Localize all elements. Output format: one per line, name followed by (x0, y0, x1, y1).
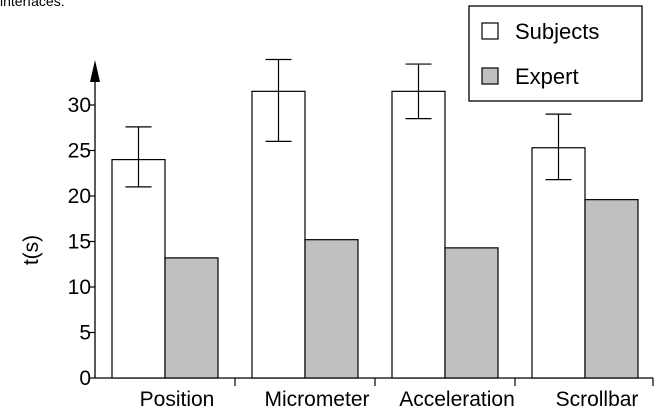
legend-swatch-subjects (481, 22, 499, 40)
y-tick-label: 25 (68, 140, 91, 163)
bar-subjects (251, 90, 306, 379)
legend-swatch-expert (481, 67, 499, 85)
bar-expert (584, 199, 639, 379)
caption-fragment: interfaces. (0, 0, 65, 8)
error-bars (125, 58, 572, 188)
bars (111, 90, 639, 379)
legend-label-expert: Expert (515, 64, 579, 89)
bar-expert (164, 257, 219, 379)
y-tick-label: 20 (68, 185, 91, 208)
category-label: Acceleration (399, 388, 515, 411)
legend-box (468, 5, 643, 102)
y-tick-label: 30 (68, 94, 91, 117)
category-label: Position (140, 388, 215, 411)
bar-expert (304, 239, 359, 379)
category-labels: Position Micrometer Acceleration Scrollbar (140, 388, 639, 411)
y-axis-arrow (90, 60, 100, 82)
bar-expert (444, 247, 499, 379)
y-tick-label: 5 (79, 322, 91, 345)
category-label: Scrollbar (556, 388, 639, 411)
y-ticks: 0 5 10 15 20 25 30 (68, 94, 95, 390)
legend: Subjects Expert (468, 5, 643, 102)
bar-subjects (111, 159, 166, 379)
category-label: Micrometer (264, 388, 369, 411)
bar-subjects (531, 147, 586, 379)
y-axis-label: t(s) (20, 235, 43, 265)
bar-subjects (391, 90, 446, 379)
y-tick-label: 10 (68, 276, 91, 299)
y-tick-label: 0 (79, 367, 91, 390)
y-tick-label: 15 (68, 231, 91, 254)
legend-label-subjects: Subjects (515, 19, 599, 44)
